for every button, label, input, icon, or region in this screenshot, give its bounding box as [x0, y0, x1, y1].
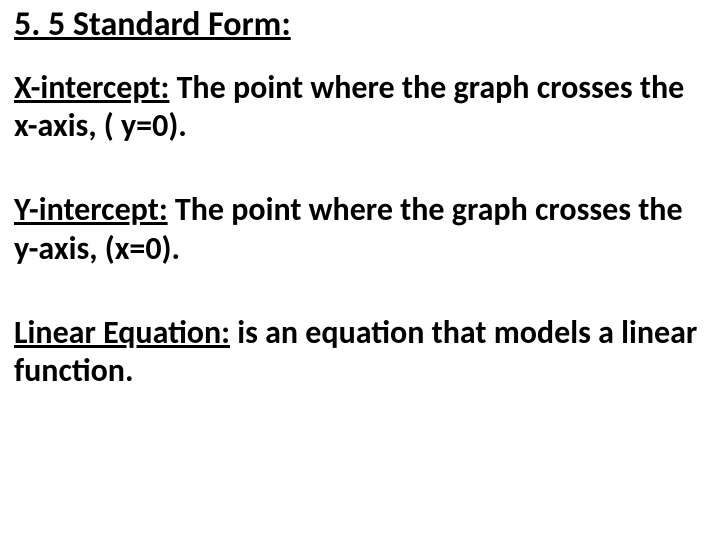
term-y-intercept: Y-intercept: — [14, 190, 168, 229]
slide: 5. 5 Standard Form: X-intercept: The poi… — [0, 0, 720, 540]
definition-x-intercept: X-intercept: The point where the graph c… — [14, 69, 706, 146]
slide-title: 5. 5 Standard Form: — [14, 4, 706, 47]
definition-linear-equation: Linear Equation: is an equation that mod… — [14, 314, 706, 391]
term-linear-equation: Linear Equation: — [14, 313, 230, 352]
definition-y-intercept: Y-intercept: The point where the graph c… — [14, 191, 706, 268]
term-x-intercept: X-intercept: — [14, 68, 169, 107]
